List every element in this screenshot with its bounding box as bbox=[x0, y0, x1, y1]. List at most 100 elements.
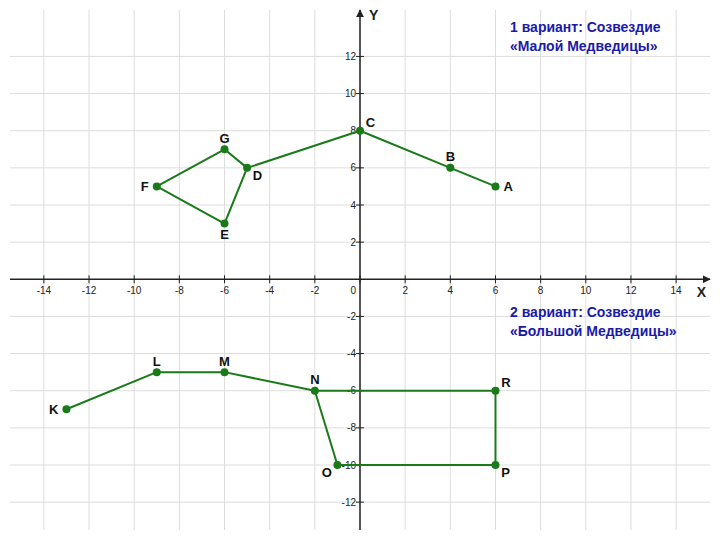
y-tick-label: 12 bbox=[345, 51, 357, 62]
point bbox=[333, 461, 341, 469]
point-labels: ABCDEFGKLMNOPR bbox=[49, 115, 513, 480]
axes: -14-12-10-8-6-4-202468101214-12-10-8-6-4… bbox=[10, 7, 710, 530]
grid-line-y bbox=[10, 205, 710, 206]
x-tick-label: 2 bbox=[402, 285, 408, 296]
x-tick-label: -12 bbox=[82, 285, 97, 296]
x-tick-label: 6 bbox=[493, 285, 499, 296]
grid-line-x bbox=[676, 10, 677, 530]
segment bbox=[450, 168, 495, 187]
segment bbox=[247, 131, 360, 168]
annotation-line: 2 вариант: Созвездие bbox=[510, 304, 661, 320]
grid-line-x bbox=[43, 10, 44, 530]
point-label: R bbox=[501, 375, 511, 390]
x-tick bbox=[134, 275, 135, 283]
point-label: P bbox=[501, 465, 510, 480]
annotation-line: «Большой Медведицы» bbox=[510, 323, 677, 339]
x-tick bbox=[540, 275, 541, 283]
grid-line-x bbox=[495, 10, 496, 530]
grid-line-x bbox=[630, 10, 631, 530]
y-tick-label: -2 bbox=[347, 311, 356, 322]
grid-line-x bbox=[89, 10, 90, 530]
y-tick bbox=[356, 316, 364, 317]
y-tick-label: -12 bbox=[342, 497, 357, 508]
segment bbox=[157, 371, 225, 373]
y-tick-label: -8 bbox=[347, 422, 356, 433]
grid-line-y bbox=[10, 56, 710, 57]
x-tick bbox=[314, 275, 315, 283]
annotation: 1 вариант: Созвездие«Малой Медведицы» bbox=[510, 19, 661, 54]
point bbox=[356, 127, 364, 135]
point bbox=[221, 368, 229, 376]
x-tick-label: 4 bbox=[448, 285, 454, 296]
point-label: L bbox=[153, 354, 161, 369]
point bbox=[221, 145, 229, 153]
segment bbox=[225, 372, 315, 391]
point-label: G bbox=[219, 131, 229, 146]
grid bbox=[10, 10, 710, 530]
x-tick-label: 0 bbox=[350, 285, 356, 296]
point-label: D bbox=[253, 168, 262, 183]
x-tick bbox=[43, 275, 44, 283]
x-axis-label: X bbox=[697, 284, 707, 300]
grid-line-x bbox=[134, 10, 135, 530]
point bbox=[491, 387, 499, 395]
grid-line-x bbox=[450, 10, 451, 530]
y-tick-label: 6 bbox=[350, 162, 356, 173]
y-tick bbox=[356, 56, 364, 57]
x-tick-label: -4 bbox=[265, 285, 274, 296]
point-label: M bbox=[219, 354, 230, 369]
x-tick-label: 14 bbox=[671, 285, 683, 296]
x-tick bbox=[630, 275, 631, 283]
x-tick-label: 12 bbox=[625, 285, 637, 296]
point-label: N bbox=[310, 372, 319, 387]
point bbox=[153, 368, 161, 376]
x-tick bbox=[585, 275, 586, 283]
annotations: 1 вариант: Созвездие«Малой Медведицы» 2 в… bbox=[510, 19, 677, 339]
x-tick bbox=[405, 275, 406, 283]
point bbox=[311, 387, 319, 395]
point-label: O bbox=[322, 465, 332, 480]
annotation-line: «Малой Медведицы» bbox=[510, 38, 658, 54]
x-tick-label: 8 bbox=[538, 285, 544, 296]
point-label: E bbox=[220, 227, 229, 242]
x-tick-label: -2 bbox=[310, 285, 319, 296]
point bbox=[491, 461, 499, 469]
y-tick bbox=[356, 353, 364, 354]
y-tick bbox=[356, 502, 364, 503]
grid-line-x bbox=[405, 10, 406, 530]
background bbox=[0, 0, 720, 540]
data bbox=[62, 127, 499, 469]
segment bbox=[157, 149, 225, 186]
point bbox=[491, 182, 499, 190]
grid-line-y bbox=[10, 465, 710, 466]
grid-line-x bbox=[269, 10, 270, 530]
segment bbox=[360, 131, 450, 168]
y-tick-label: -4 bbox=[347, 348, 356, 359]
annotation: 2 вариант: Созвездие «Большой Медведицы» bbox=[510, 304, 677, 339]
x-tick-label: -10 bbox=[127, 285, 142, 296]
segment bbox=[225, 149, 248, 168]
grid-line-y bbox=[10, 502, 710, 503]
point bbox=[153, 182, 161, 190]
point-label: B bbox=[446, 149, 455, 164]
y-tick bbox=[356, 242, 364, 243]
y-axis-label: Y bbox=[369, 7, 379, 23]
x-tick bbox=[89, 275, 90, 283]
grid-line-x bbox=[585, 10, 586, 530]
grid-line-y bbox=[10, 353, 710, 354]
y-tick-label: 4 bbox=[350, 200, 356, 211]
point-label: F bbox=[141, 179, 149, 194]
x-tick-label: -8 bbox=[175, 285, 184, 296]
x-tick bbox=[224, 275, 225, 283]
y-tick bbox=[356, 427, 364, 428]
grid-line-y bbox=[10, 167, 710, 168]
grid-line-y bbox=[10, 427, 710, 428]
x-tick bbox=[495, 275, 496, 283]
segment bbox=[157, 186, 225, 223]
point-label: C bbox=[366, 115, 376, 130]
segment bbox=[337, 464, 495, 466]
grid-line-y bbox=[10, 93, 710, 94]
point bbox=[243, 164, 251, 172]
grid-line-x bbox=[360, 10, 361, 530]
x-tick bbox=[360, 275, 361, 283]
